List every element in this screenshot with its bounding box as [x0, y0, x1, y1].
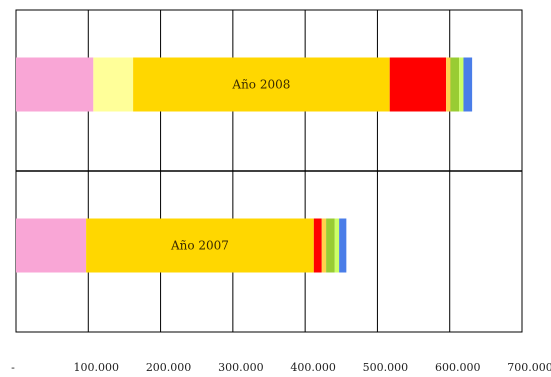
bar-segment: [93, 57, 134, 112]
bar-segment: [463, 57, 473, 112]
bar-segment: [459, 57, 464, 112]
x-tick-label: 700.000: [507, 361, 551, 374]
x-axis-ticks: - 100.000 200.000 300.000 400.000 500.000 600.…: [11, 361, 551, 374]
bar-segment: [16, 218, 87, 273]
bar-segment: [339, 218, 347, 273]
x-tick-label: -: [11, 361, 15, 374]
x-tick-label: 100.000: [74, 361, 120, 374]
bar-segment: [133, 57, 390, 112]
category-label: Año 2008: [231, 78, 290, 92]
category-labels: Año 2008 Año 2007: [170, 78, 290, 253]
bar-segment: [321, 218, 327, 273]
bar-segment: [389, 57, 447, 112]
bar-segment: [16, 57, 94, 112]
bar-segment: [313, 218, 322, 273]
bar-segment: [450, 57, 460, 112]
x-tick-label: 400.000: [290, 361, 336, 374]
bar-segment: [326, 218, 335, 273]
bar-segment: [446, 57, 451, 112]
x-tick-label: 300.000: [218, 361, 264, 374]
x-tick-label: 200.000: [146, 361, 192, 374]
x-tick-label: 600.000: [435, 361, 481, 374]
x-tick-label: 500.000: [363, 361, 409, 374]
category-label: Año 2007: [170, 239, 229, 253]
bar-segment: [86, 218, 314, 273]
bars: [16, 57, 473, 273]
bar-segment: [334, 218, 340, 273]
